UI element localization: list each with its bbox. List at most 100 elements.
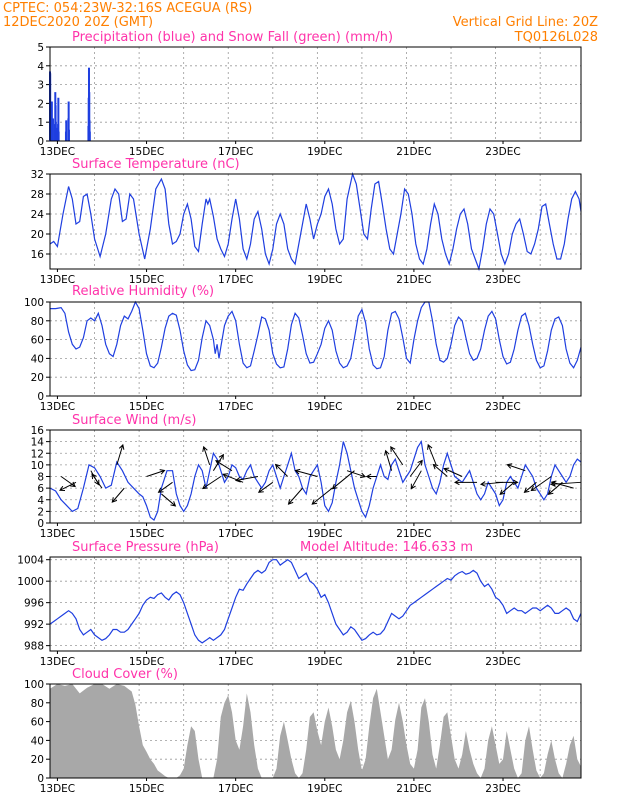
precip-bar xyxy=(88,120,91,141)
x-tick-label: 13DEC xyxy=(40,656,75,668)
y-tick-label: 0 xyxy=(37,391,44,403)
wind-arrow xyxy=(506,463,526,472)
panel-frame xyxy=(49,301,582,397)
x-tick-label: 13DEC xyxy=(40,146,75,158)
wind-arrow xyxy=(161,493,177,507)
x-tick-label: 23DEC xyxy=(485,274,520,286)
y-tick-label: 3 xyxy=(37,80,44,92)
x-tick-label: 23DEC xyxy=(485,783,520,795)
wind-arrow xyxy=(453,479,478,486)
x-tick-label: 21DEC xyxy=(396,656,431,668)
x-tick-label: 23DEC xyxy=(485,146,520,158)
wind-arrow xyxy=(222,473,244,483)
y-tick-label: 5 xyxy=(37,42,44,54)
y-tick-label: 1 xyxy=(37,117,44,129)
x-tick-label: 19DEC xyxy=(307,656,342,668)
x-tick-label: 21DEC xyxy=(396,274,431,286)
wind-arrow xyxy=(294,468,318,477)
y-tick-label: 4 xyxy=(37,61,44,73)
wind-arrow xyxy=(257,481,274,493)
x-tick-label: 23DEC xyxy=(485,401,520,413)
x-tick-label: 15DEC xyxy=(129,528,164,540)
y-tick-label: 0 xyxy=(37,136,44,148)
wind-arrow xyxy=(116,443,125,466)
x-tick-label: 13DEC xyxy=(40,274,75,286)
pressure-title: Surface Pressure (hPa) xyxy=(72,540,219,555)
x-tick-label: 13DEC xyxy=(40,783,75,795)
cloud-cover-title: Cloud Cover (%) xyxy=(72,667,178,682)
x-tick-label: 21DEC xyxy=(396,401,431,413)
x-tick-label: 15DEC xyxy=(129,401,164,413)
y-tick-label: 4 xyxy=(37,495,44,507)
x-tick-label: 17DEC xyxy=(218,274,253,286)
wind-arrow xyxy=(157,481,173,493)
x-tick-label: 19DEC xyxy=(307,528,342,540)
wind-arrow xyxy=(346,470,367,479)
x-tick-label: 23DEC xyxy=(485,656,520,668)
y-tick-label: 32 xyxy=(31,169,44,181)
wind-arrow xyxy=(523,481,537,493)
wind-arrow xyxy=(201,476,222,490)
panel-frame xyxy=(49,46,582,142)
y-tick-label: 80 xyxy=(31,698,44,710)
x-tick-label: 17DEC xyxy=(218,146,253,158)
precip-bar xyxy=(65,120,68,141)
wind-arrow xyxy=(384,449,393,471)
wind-arrow xyxy=(274,463,289,477)
x-tick-label: 17DEC xyxy=(218,783,253,795)
panel-frame xyxy=(49,429,582,524)
y-tick-label: 1000 xyxy=(17,576,44,588)
y-tick-label: 1004 xyxy=(17,555,44,567)
vertical-grid-label: Vertical Grid Line: 20Z xyxy=(453,15,598,30)
y-tick-label: 100 xyxy=(24,679,44,691)
x-tick-label: 23DEC xyxy=(485,528,520,540)
x-tick-label: 17DEC xyxy=(218,656,253,668)
precip-bar xyxy=(88,131,91,141)
y-tick-label: 996 xyxy=(24,598,44,610)
series-line xyxy=(50,300,582,372)
pressure-panel: Surface Pressure (hPa) Model Altitude: 1… xyxy=(17,540,582,668)
x-tick-label: 15DEC xyxy=(129,656,164,668)
precip-bar xyxy=(55,127,58,141)
wind-arrow xyxy=(365,473,377,480)
wind-title: Surface Wind (m/s) xyxy=(72,413,196,428)
x-tick-label: 19DEC xyxy=(307,274,342,286)
y-tick-label: 2 xyxy=(37,98,44,110)
wind-arrow xyxy=(409,459,423,477)
station-header: CPTEC: 054:23W-32:16S ACEGUA (RS) xyxy=(3,1,252,16)
y-tick-label: 60 xyxy=(31,717,44,729)
wind-arrow xyxy=(530,476,552,492)
wind-arrow xyxy=(91,473,103,489)
wind-arrow xyxy=(59,481,77,491)
y-tick-label: 28 xyxy=(31,189,44,201)
x-tick-label: 21DEC xyxy=(396,528,431,540)
precip-bar xyxy=(67,101,70,141)
panel-frame xyxy=(49,683,582,779)
y-tick-label: 988 xyxy=(24,641,44,653)
y-tick-label: 6 xyxy=(37,483,44,495)
precip-bar xyxy=(57,97,60,141)
y-tick-label: 10 xyxy=(31,460,44,472)
x-tick-label: 15DEC xyxy=(129,146,164,158)
y-tick-label: 0 xyxy=(37,518,44,530)
y-tick-label: 0 xyxy=(37,773,44,785)
x-tick-label: 13DEC xyxy=(40,528,75,540)
wind-arrow xyxy=(410,470,422,490)
precip-bar xyxy=(88,92,91,141)
x-tick-label: 19DEC xyxy=(307,783,342,795)
y-tick-label: 16 xyxy=(31,425,45,437)
wind-arrow xyxy=(287,487,303,505)
wind-arrow xyxy=(432,463,448,477)
series-line xyxy=(49,171,582,272)
x-tick-label: 21DEC xyxy=(396,146,431,158)
y-tick-label: 2 xyxy=(37,506,44,518)
y-tick-label: 8 xyxy=(37,472,44,484)
series-line xyxy=(49,558,582,644)
wind-arrow xyxy=(202,445,211,466)
model-code: TQ0126L028 xyxy=(514,30,598,45)
wind-arrow xyxy=(479,481,504,487)
x-tick-label: 19DEC xyxy=(307,401,342,413)
run-date: 12DEC2020 20Z (GMT) xyxy=(3,15,153,30)
